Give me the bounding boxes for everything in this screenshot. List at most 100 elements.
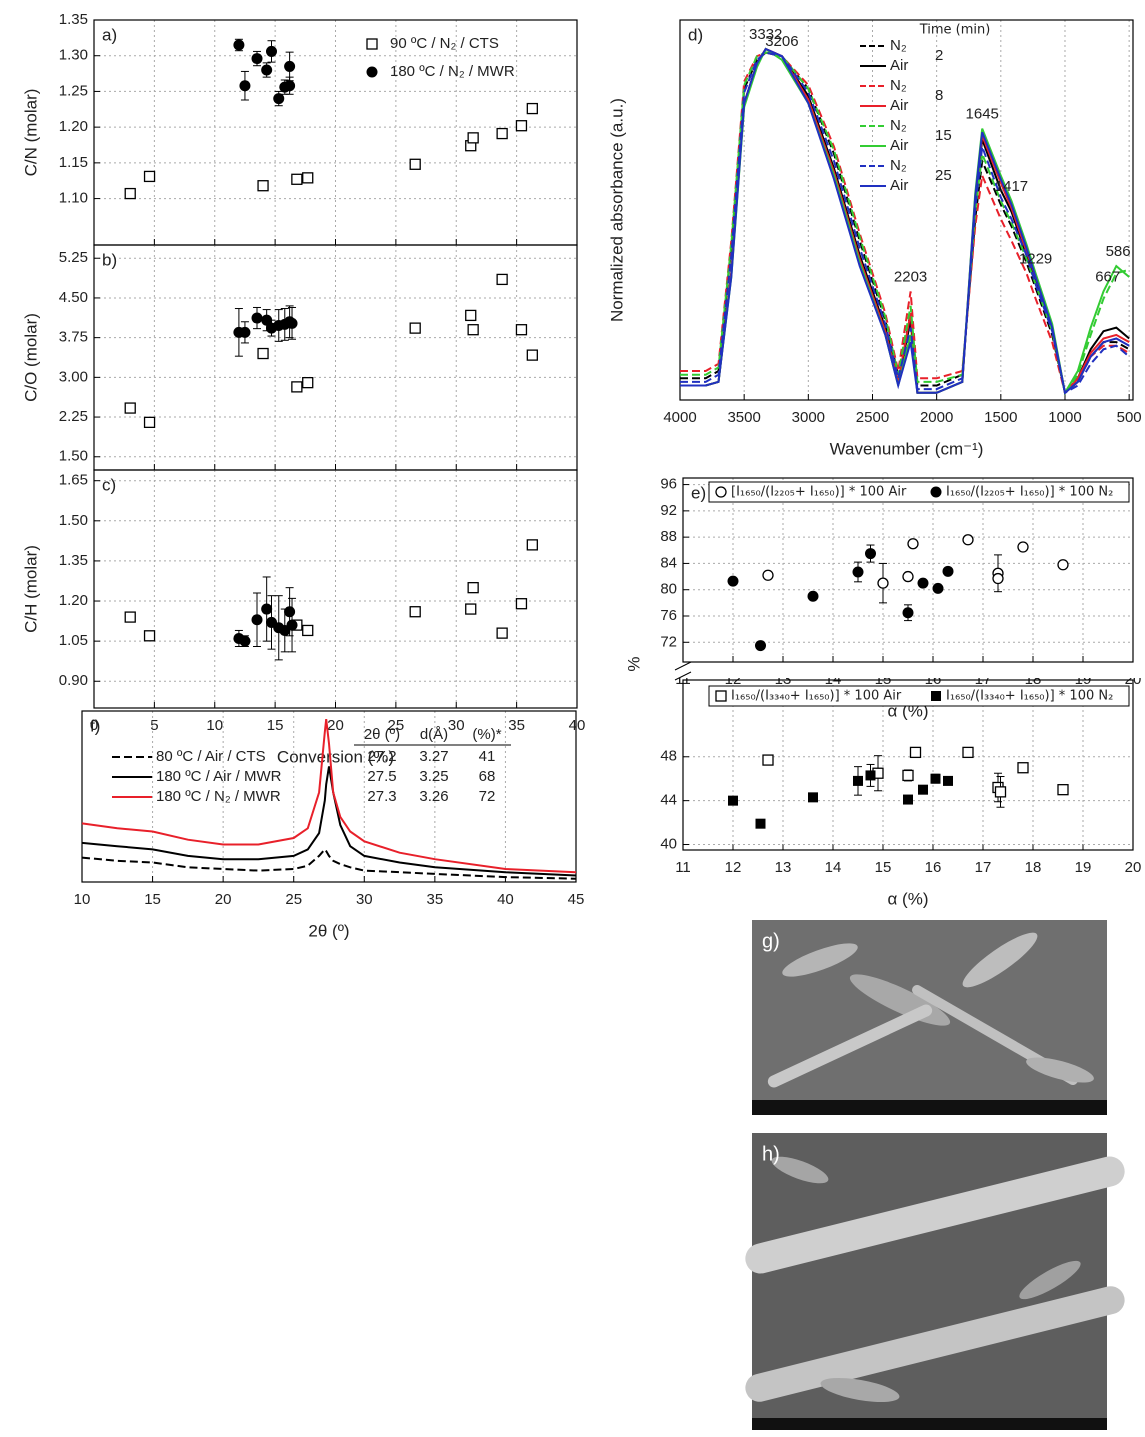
peak-label: 1229 (1019, 250, 1052, 267)
y-tick-label: 92 (660, 502, 677, 519)
x-tick-label: 5 (150, 717, 158, 734)
y-tick-label: 1.50 (59, 512, 88, 529)
sem-grain (820, 1377, 900, 1403)
x-tick-label: 30 (448, 717, 465, 734)
peak-label: 3206 (765, 33, 798, 50)
data-point (273, 93, 285, 105)
data-point (865, 770, 876, 781)
legend-label: 80 ºC / Air / CTS (156, 748, 266, 765)
data-point (526, 102, 538, 115)
x-axis-label: 2θ (º) (308, 921, 349, 940)
data-point (143, 416, 156, 429)
x-tick-label: 1000 (1048, 409, 1081, 426)
peak-label: 3332 (749, 26, 782, 43)
data-point (261, 314, 273, 326)
y-tick-label: 88 (660, 528, 677, 545)
data-point (762, 754, 774, 766)
data-point (902, 607, 914, 619)
data-point (467, 582, 479, 594)
data-point (266, 45, 278, 57)
data-point (755, 818, 766, 829)
y-tick-label: 1.10 (59, 190, 88, 207)
x-tick-label: 4000 (663, 409, 696, 426)
plot-frame (682, 679, 1134, 851)
x-tick-label: 2000 (920, 409, 953, 426)
x-tick-label: 13 (775, 859, 792, 876)
sem-grain (782, 943, 858, 977)
y-tick-label: 1.05 (59, 632, 88, 649)
x-tick-label: 3500 (727, 409, 760, 426)
data-point (727, 575, 739, 587)
axis-break (671, 664, 1145, 678)
table-cell: 41 (479, 748, 496, 765)
sem-rod (767, 1004, 933, 1088)
data-point (932, 582, 944, 594)
line-series (81, 766, 577, 877)
panel-label: e) (691, 483, 706, 502)
plot-frame (93, 469, 578, 709)
data-point (515, 324, 528, 336)
sem-grain (1019, 1260, 1081, 1300)
x-tick-label: 15 (875, 859, 892, 876)
y-tick-label: 1.50 (59, 448, 88, 465)
legend-label: Air (890, 97, 908, 114)
peak-label: 1645 (966, 106, 999, 123)
legend-label: 180 ºC / N₂ / MWR (390, 63, 515, 80)
legend-title: Time (min) (919, 23, 991, 38)
legend-time: 2 (935, 47, 943, 64)
legend-label: I₁₆₅₀/(I₃₃₄₀+ I₁₆₅₀)] * 100 N₂ (946, 689, 1113, 704)
data-point (302, 624, 314, 637)
data-point (465, 309, 477, 322)
line-series (81, 718, 577, 874)
x-axis-label: α (%) (888, 889, 929, 908)
data-point (291, 381, 303, 393)
line-series (81, 847, 577, 880)
y-tick-label: 1.65 (59, 472, 88, 489)
x-tick-label: 14 (825, 859, 842, 876)
data-point (515, 120, 528, 132)
data-point (907, 538, 919, 550)
legend-label: 180 ºC / N₂ / MWR (156, 788, 281, 805)
line-series (680, 51, 1130, 395)
y-tick-label: 48 (660, 748, 677, 765)
x-tick-label: 12 (725, 859, 742, 876)
x-tick-label: 1500 (984, 409, 1017, 426)
data-point (124, 187, 136, 200)
x-tick-label: 15 (144, 891, 161, 908)
data-point (291, 173, 303, 185)
y-tick-label: 2.25 (59, 408, 88, 425)
data-point (515, 598, 528, 610)
y-axis-label: C/O (molar) (21, 313, 40, 402)
data-point (302, 376, 314, 389)
data-point (1057, 559, 1069, 571)
data-point (902, 570, 914, 583)
legend-time: 8 (935, 87, 943, 104)
data-point (239, 80, 251, 92)
data-point (284, 80, 296, 92)
data-point (853, 775, 863, 786)
data-point (496, 273, 508, 286)
data-point (942, 565, 954, 577)
y-tick-label: 40 (660, 835, 677, 852)
legend-swatch (366, 38, 378, 50)
plot-frame (679, 19, 1134, 401)
data-point (257, 180, 269, 192)
table-cell: 3.26 (419, 788, 448, 805)
data-point (261, 603, 273, 615)
legend-label: I₁₆₅₀/(I₃₃₄₀+ I₁₆₅₀)] * 100 Air (731, 689, 902, 704)
x-tick-label: 16 (925, 859, 942, 876)
panel-label: f) (90, 716, 100, 735)
panel-label: c) (102, 475, 116, 494)
table-cell: 72 (479, 788, 496, 805)
legend-time: 25 (935, 167, 952, 184)
data-point (496, 127, 508, 140)
y-tick-label: 1.20 (59, 118, 88, 135)
y-axis-label: Normalized absorbance (a.u.) (607, 98, 626, 322)
data-point (808, 792, 818, 803)
x-tick-label: 19 (1075, 859, 1092, 876)
data-point (409, 606, 421, 618)
data-point (467, 132, 479, 144)
legend-label: N₂ (890, 117, 907, 134)
data-point (992, 572, 1004, 585)
